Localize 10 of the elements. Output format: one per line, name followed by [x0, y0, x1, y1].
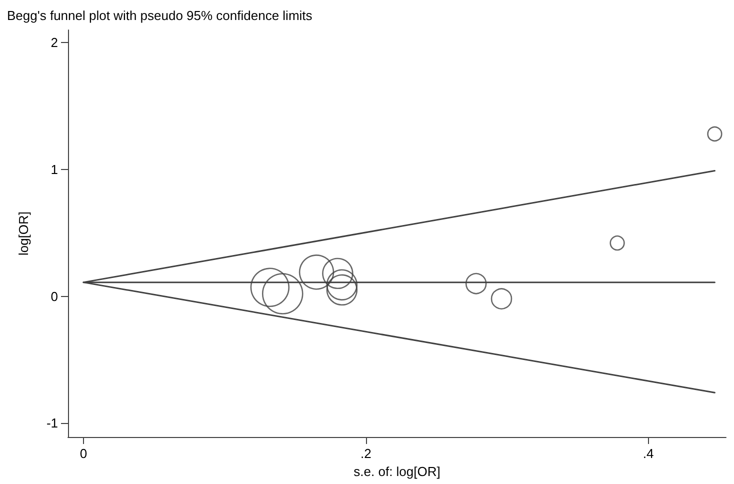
x-tick-label: .4: [642, 446, 654, 461]
x-axis-title: s.e. of: log[OR]: [354, 464, 440, 479]
x-tick-label: .2: [360, 446, 372, 461]
y-tick-label: -1: [46, 416, 58, 431]
y-axis-title: log[OR]: [16, 211, 31, 256]
y-tick-label: 0: [50, 288, 58, 304]
chart-title: Begg's funnel plot with pseudo 95% confidence limits: [7, 8, 313, 23]
y-tick-label: 2: [50, 35, 58, 50]
x-tick-label: 0: [80, 446, 88, 461]
y-tick-label: 1: [50, 162, 58, 177]
